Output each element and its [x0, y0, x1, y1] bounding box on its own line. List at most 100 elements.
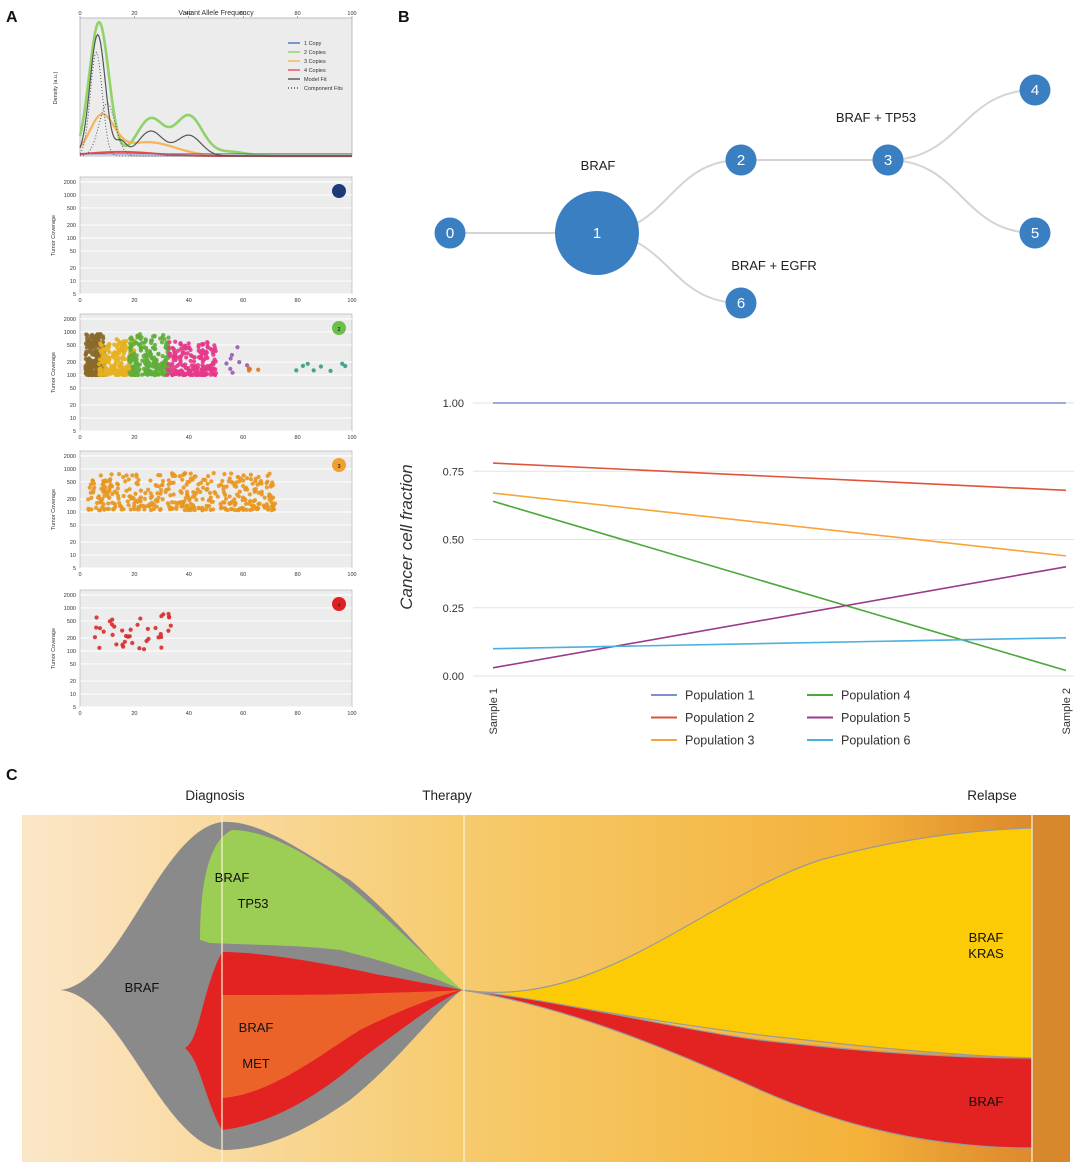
scatter-point	[243, 497, 248, 503]
scatter-point	[210, 368, 215, 373]
scatter-point	[86, 497, 91, 502]
ccf-xtick-label: Sample 1	[488, 688, 500, 734]
scatter-point	[192, 493, 197, 498]
scatter-ytick-label: 50	[70, 662, 76, 668]
scatter-point	[191, 359, 197, 364]
scatter-point	[177, 500, 182, 505]
scatter-xtick-label: 40	[186, 435, 192, 441]
scatter-point	[228, 366, 233, 371]
scatter-point	[215, 494, 220, 499]
fishplot-right-band	[1032, 815, 1070, 1162]
scatter-point	[143, 367, 149, 372]
scatter-point	[270, 483, 275, 488]
scatter-point	[205, 355, 210, 361]
scatter-point	[188, 471, 193, 476]
tree-label-braf-tp53: BRAF + TP53	[836, 110, 916, 125]
scatter-point	[211, 362, 216, 367]
cluster-badge	[332, 184, 346, 198]
tree-node-label: 1	[593, 225, 601, 242]
scatter-point	[89, 495, 94, 500]
scatter-point	[124, 473, 129, 478]
tree-label-braf: BRAF	[581, 158, 616, 173]
ccf-legend: Population 1 Population 2 Population 3 Popu…	[651, 689, 911, 748]
ccf-legend-label: Population 4	[841, 689, 911, 703]
scatter-point	[102, 506, 107, 511]
scatter-point	[139, 345, 144, 350]
scatter-point	[128, 627, 133, 632]
density-legend-label: 3 Copies	[304, 59, 326, 65]
scatter-point	[114, 345, 120, 350]
scatter-xtick-label: 80	[295, 298, 301, 304]
scatter-point	[160, 479, 166, 484]
scatter-xtick-label: 40	[186, 572, 192, 578]
scatter-point	[121, 493, 126, 499]
scatter-point	[105, 344, 110, 350]
scatter-point	[223, 496, 229, 501]
scatter-point	[87, 349, 92, 355]
scatter-point	[252, 487, 257, 492]
scatter-point	[177, 354, 182, 360]
tree-label-braf-egfr: BRAF + EGFR	[731, 258, 817, 273]
scatter-ytick-label: 20	[70, 403, 76, 409]
scatter-point	[101, 359, 106, 364]
scatter-point	[190, 366, 196, 372]
panel-b: 0 1 2 3 4 5 6 BRAF BRAF + TP53 BRAF + EGFR Can…	[397, 74, 1074, 748]
scatter-point	[156, 484, 162, 489]
scatter-point	[208, 495, 213, 500]
scatter-point	[94, 625, 99, 630]
scatter-point	[93, 335, 98, 341]
scatter-point	[200, 485, 206, 490]
scatter-point	[196, 343, 201, 348]
density-title: Variant Allele Frequency	[178, 10, 254, 17]
scatter-point	[83, 364, 88, 369]
scatter-point	[117, 471, 122, 477]
scatter-point	[144, 352, 150, 357]
scatter-ytick-label: 1000	[64, 606, 76, 612]
scatter-point	[213, 491, 218, 496]
scatter-ytick-label: 20	[70, 679, 76, 685]
scatter-point	[123, 633, 129, 639]
scatter-xtick-label: 0	[78, 435, 81, 441]
fish-label-green-2: TP53	[237, 896, 268, 911]
scatter-point	[199, 368, 204, 373]
density-legend-label: Component Fits	[304, 86, 343, 92]
scatter-xtick-label: 100	[347, 435, 356, 441]
density-tick-label: 60	[240, 11, 246, 17]
scatter-xtick-label: 60	[240, 298, 246, 304]
scatter-point	[122, 340, 127, 345]
scatter-ytick-label: 500	[67, 619, 76, 625]
scatter-point	[262, 505, 268, 510]
scatter-point	[183, 365, 188, 370]
scatter-point	[105, 354, 110, 359]
scatter-point	[240, 497, 245, 503]
scatter-point	[92, 635, 98, 640]
scatter-point	[200, 372, 206, 377]
scatter-point	[138, 488, 144, 493]
density-legend-label: 2 Copies	[304, 50, 326, 56]
scatter-point	[175, 348, 181, 353]
scatter-point	[131, 354, 136, 359]
scatter-ytick-label: 50	[70, 386, 76, 392]
scatter-xtick-label: 80	[295, 435, 301, 441]
scatter-point	[218, 506, 224, 511]
ccf-ytick-label: 0.25	[443, 603, 464, 615]
density-tick-label: 20	[131, 11, 137, 17]
scatter-point	[169, 500, 175, 505]
scatter-point	[128, 360, 133, 365]
cluster-badge-label: 4	[337, 603, 341, 609]
scatter-point	[134, 481, 139, 486]
scatter-point	[253, 476, 258, 481]
scatter-panel-3: 2000 1000 500 200 100 50 20 10 50 20 40 60 80 100 Tumo…	[51, 450, 357, 578]
scatter-point	[101, 349, 106, 354]
scatter-point	[108, 482, 113, 487]
scatter-point	[237, 489, 242, 494]
cluster-badge-label: 3	[337, 464, 340, 470]
scatter-point	[269, 499, 274, 505]
scatter-point	[124, 488, 129, 493]
scatter-point	[221, 487, 226, 492]
scatter-point	[190, 507, 195, 512]
scatter-ylabel: Tumor Coverage	[51, 628, 57, 669]
scatter-point	[117, 341, 123, 346]
panel-c: Diagnosis Therapy Relapse BRAF BRAF TP53…	[22, 788, 1070, 1162]
scatter-point	[117, 355, 122, 361]
